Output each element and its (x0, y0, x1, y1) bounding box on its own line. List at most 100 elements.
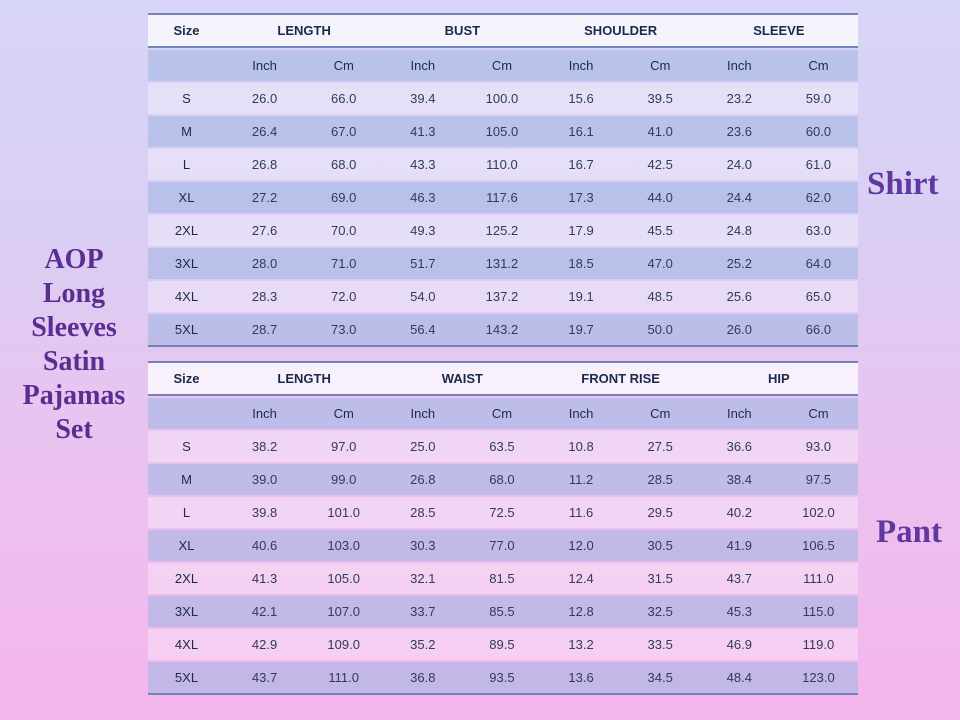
size-cell: 3XL (174, 256, 199, 271)
measurement-value: 26.0 (251, 91, 278, 106)
measurement-value: 110.0 (486, 157, 518, 172)
measurement-value: 26.8 (410, 472, 436, 487)
table-row: M 39.0 99.0 26.8 68.0 11.2 28.5 38.4 97.5 (148, 464, 858, 495)
size-cell: 5XL (174, 670, 199, 685)
measurement-value: 137.2 (485, 289, 519, 304)
measurement-value: 101.0 (327, 505, 360, 520)
measurement-value: 117.6 (486, 190, 518, 205)
product-title-line: Satin (42, 346, 106, 377)
measurement-value: 66.0 (331, 91, 357, 106)
unit-label: Cm (333, 58, 354, 73)
measurement-value: 72.5 (489, 505, 515, 520)
unit-label: Cm (808, 406, 829, 421)
measurement-value: 70.0 (331, 223, 357, 238)
table-row: 5XL 28.7 73.0 56.4 143.2 19.7 50.0 26.0 66.0 (148, 314, 858, 345)
table-row: XL 40.6 103.0 30.3 77.0 12.0 30.5 41.9 106.5 (148, 530, 858, 561)
measurement-value: 67.0 (331, 124, 357, 139)
measurement-value: 38.4 (726, 472, 752, 487)
column-group-label: HIP (768, 371, 790, 386)
measurement-value: 30.3 (410, 538, 436, 553)
measurement-value: 109.0 (327, 637, 360, 652)
measurement-value: 28.5 (647, 472, 673, 487)
column-group-label: SHOULDER (584, 23, 658, 38)
measurement-value: 23.6 (726, 124, 752, 139)
measurement-value: 93.5 (489, 670, 515, 685)
measurement-value: 33.5 (647, 637, 673, 652)
measurement-value: 16.7 (568, 157, 594, 172)
measurement-value: 40.2 (726, 505, 752, 520)
unit-label: Inch (727, 406, 752, 421)
table-row: XL 27.2 69.0 46.3 117.6 17.3 44.0 24.4 62.0 (148, 182, 858, 213)
unit-label: Inch (410, 406, 436, 421)
size-cell: 4XL (174, 289, 199, 304)
measurement-value: 26.8 (251, 157, 278, 172)
measurement-value: 69.0 (331, 190, 357, 205)
measurement-value: 105.0 (327, 571, 360, 586)
unit-label: Inch (410, 58, 436, 73)
unit-label: Inch (727, 58, 752, 73)
measurement-value: 30.5 (647, 538, 673, 553)
product-title-line: Pajamas (22, 380, 126, 411)
measurement-value: 24.0 (726, 157, 752, 172)
product-title-line: Sleeves (31, 312, 117, 343)
measurement-value: 26.4 (251, 124, 278, 139)
measurement-value: 12.8 (568, 604, 594, 619)
size-cell: 2XL (174, 223, 199, 238)
measurement-value: 65.0 (805, 289, 832, 304)
measurement-value: 41.3 (251, 571, 278, 586)
measurement-value: 115.0 (802, 604, 835, 619)
measurement-value: 29.5 (647, 505, 673, 520)
measurement-value: 34.5 (647, 670, 673, 685)
size-cell: 5XL (174, 322, 199, 337)
measurement-value: 11.2 (568, 472, 594, 487)
product-title-line: AOP (44, 244, 104, 275)
measurement-value: 97.5 (805, 472, 832, 487)
measurement-value: 32.5 (647, 604, 673, 619)
measurement-value: 72.0 (331, 289, 357, 304)
table-row: 2XL 27.6 70.0 49.3 125.2 17.9 45.5 24.8 63.0 (148, 215, 858, 246)
measurement-value: 131.2 (485, 256, 519, 271)
measurement-value: 25.2 (726, 256, 752, 271)
measurement-value: 41.9 (726, 538, 752, 553)
unit-label: Cm (650, 406, 671, 421)
measurement-value: 40.6 (251, 538, 278, 553)
unit-label: Inch (568, 58, 594, 73)
measurement-value: 27.5 (647, 439, 673, 454)
size-cell: M (181, 472, 192, 487)
measurement-value: 39.8 (251, 505, 278, 520)
measurement-value: 11.6 (568, 505, 594, 520)
pant-label: Pant (876, 514, 942, 550)
measurement-value: 100.0 (485, 91, 519, 106)
product-title: AOP Long Sleeves Satin Pajamas Set (0, 243, 148, 447)
measurement-value: 43.3 (410, 157, 436, 172)
measurement-value: 102.0 (802, 505, 835, 520)
measurement-value: 38.2 (251, 439, 278, 454)
measurement-value: 42.1 (251, 604, 278, 619)
measurement-value: 13.6 (568, 670, 594, 685)
measurement-value: 17.9 (568, 223, 594, 238)
size-cell: S (182, 439, 191, 454)
measurement-value: 41.0 (647, 124, 673, 139)
column-group-label: LENGTH (277, 23, 331, 38)
measurement-value: 32.1 (410, 571, 436, 586)
measurement-value: 81.5 (489, 571, 515, 586)
unit-label: Cm (491, 406, 513, 421)
table-row: 5XL 43.7 111.0 36.8 93.5 13.6 34.5 48.4 123.0 (148, 662, 858, 693)
measurement-value: 10.8 (568, 439, 594, 454)
size-cell: M (181, 124, 192, 139)
measurement-value: 64.0 (805, 256, 832, 271)
measurement-value: 26.0 (726, 322, 752, 337)
measurement-value: 103.0 (327, 538, 360, 553)
measurement-value: 27.6 (251, 223, 278, 238)
measurement-value: 43.7 (251, 670, 278, 685)
measurement-value: 28.5 (410, 505, 436, 520)
measurement-value: 25.6 (726, 289, 752, 304)
measurement-value: 119.0 (802, 637, 835, 652)
measurement-value: 50.0 (647, 322, 673, 337)
measurement-value: 68.0 (489, 472, 515, 487)
unit-label: Inch (252, 58, 277, 73)
unit-label: Inch (252, 406, 277, 421)
measurement-value: 59.0 (805, 91, 832, 106)
measurement-value: 48.5 (647, 289, 673, 304)
unit-label (148, 398, 225, 429)
